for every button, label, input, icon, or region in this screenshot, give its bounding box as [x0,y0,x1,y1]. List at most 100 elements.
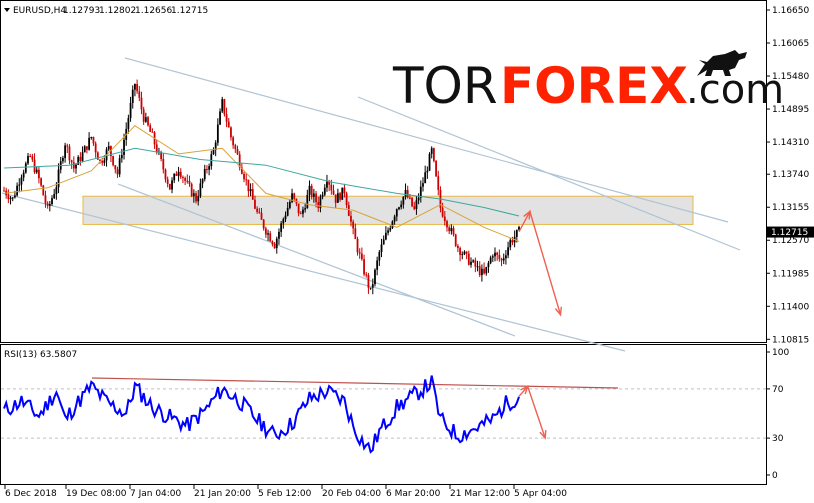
candle-body [140,97,143,110]
candle-body [142,109,145,122]
candle-body [319,196,322,209]
candle-body [347,205,350,216]
candle-body [90,137,93,139]
candle-body [9,197,12,200]
candle-body [53,193,56,199]
candle-body [68,146,71,161]
candle-body [304,208,307,210]
candle-body [452,228,455,235]
candle-body [450,228,453,232]
time-tick-label: 20 Feb 04:00 [322,489,381,499]
candle-body [286,207,289,216]
candle-body [258,211,261,213]
candle-body [369,287,372,289]
candle-body [505,255,507,259]
forecast-arrow-main [518,209,563,317]
price-tick-label: 1.14895 [772,105,809,115]
candle-body [371,284,374,288]
candle-body [467,253,470,265]
candle-body [55,187,58,194]
candle-body [334,194,337,203]
candle-body [20,177,23,185]
candle-body [341,187,344,200]
channel-lower-line-2 [1,192,626,352]
candle-body [384,232,387,240]
candle-body [160,151,163,160]
candle-body [184,178,187,181]
candle-body [494,252,496,257]
candle-body [94,143,97,153]
candle-body [7,195,10,200]
candle-body [356,238,359,253]
candle-body [387,230,389,233]
rsi-tick-label: 30 [772,434,784,444]
channel-upper-line [124,57,729,223]
candle-body [275,238,278,249]
candle-body [18,184,21,186]
candle-body [343,187,346,194]
price-tick-label: 1.14310 [772,138,809,148]
candle-body [232,137,235,146]
time-tick-label: 6 Mar 20:00 [386,489,441,499]
candlestick-series [3,79,520,295]
rsi-panel-frame [0,344,767,485]
candle-body [203,168,206,180]
candle-body [422,183,424,187]
candle-body [315,193,317,203]
candle-body [173,173,176,181]
candle-body [227,121,230,128]
candle-body [245,179,248,181]
candle-body [72,162,75,169]
current-price-label: 1.12715 [771,228,808,238]
candle-body [155,144,158,153]
candle-body [171,180,173,190]
candle-body [48,204,51,206]
logo-tor: TOR [392,57,498,115]
candle-body [306,194,309,209]
candle-body [332,190,335,195]
candle-body [509,240,512,248]
candle-body [3,190,5,192]
candle-body [92,137,95,144]
candle-body [11,197,14,199]
candle-body [219,111,221,125]
candle-body [190,183,193,197]
torforex-logo: TOR FOREX .com [392,50,784,115]
candle-body [376,260,379,270]
candle-body [214,142,217,150]
rsi-reference-levels [1,388,766,439]
candle-body [380,244,383,253]
candle-body [406,189,409,198]
candle-body [22,172,25,178]
candle-body [120,154,123,159]
rsi-line [3,375,520,454]
candle-body [435,160,437,177]
forecast-arrow-rsi [518,385,547,440]
candle-body [249,189,252,192]
candle-body [308,185,311,195]
candle-body [96,152,99,160]
candle-body [330,184,333,191]
candle-body [77,156,80,165]
candle-body [238,154,241,168]
candle-body [168,183,171,190]
candle-body [424,172,427,184]
candle-body [42,185,45,196]
candle-body [511,240,514,243]
candle-body [129,103,132,119]
candle-body [197,196,200,202]
candle-body [472,260,475,262]
candle-body [44,195,47,204]
candle-body [162,159,165,170]
candle-body [201,179,204,184]
candle-body [247,179,250,192]
candle-body [518,226,520,230]
forecast-arrow-rsi-head [520,385,529,395]
candle-body [151,131,154,133]
candle-body [254,199,256,209]
candle-body [206,168,208,170]
candle-body [186,180,189,182]
candle-body [288,201,291,208]
candle-body [16,185,18,196]
